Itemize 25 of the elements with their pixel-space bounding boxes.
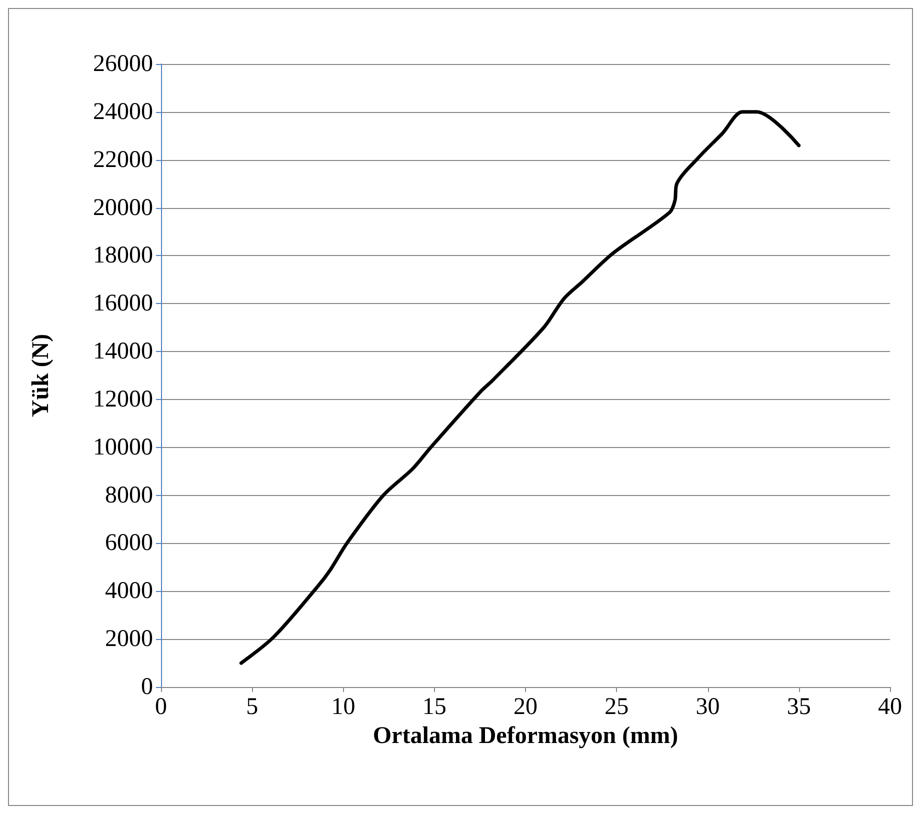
y-tick-label: 6000 xyxy=(105,530,153,556)
y-tick-label: 0 xyxy=(141,674,153,700)
y-tick-label: 18000 xyxy=(93,242,153,269)
y-axis-title: Yük (N) xyxy=(28,334,54,418)
y-tick-label: 10000 xyxy=(93,434,153,460)
x-tick-label: 35 xyxy=(786,694,811,720)
x-tick-label: 30 xyxy=(696,694,720,720)
x-tick-label: 40 xyxy=(878,694,902,720)
x-tick-label: 10 xyxy=(331,694,356,720)
x-axis-title: Ortalama Deformasyon (mm) xyxy=(372,722,678,749)
y-tick-label: 4000 xyxy=(105,578,153,604)
x-tick-label: 5 xyxy=(246,694,258,720)
y-tick-label: 26000 xyxy=(93,51,153,77)
y-tick-label: 22000 xyxy=(93,146,153,173)
y-tick-label: 16000 xyxy=(93,290,153,317)
x-tick-label: 25 xyxy=(604,694,629,720)
y-tick-label: 8000 xyxy=(105,482,153,508)
y-tick-label: 24000 xyxy=(93,98,153,125)
x-tick-label: 15 xyxy=(422,694,446,720)
line-series xyxy=(239,110,801,665)
y-tick-label: 14000 xyxy=(93,338,153,365)
x-tick-label: 20 xyxy=(514,694,538,720)
y-tick-label: 20000 xyxy=(93,194,153,221)
y-tick-label: 12000 xyxy=(93,386,153,412)
y-tick-label: 2000 xyxy=(105,626,153,652)
